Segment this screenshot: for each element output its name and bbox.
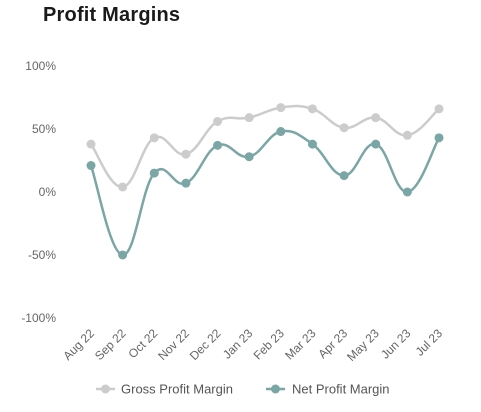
x-tick-label: May 23	[344, 326, 382, 364]
net-profit-margin-point	[307, 139, 317, 149]
x-tick-label: Nov 22	[155, 326, 192, 363]
gross-profit-margin-point	[244, 113, 254, 123]
chart-title: Profit Margins	[43, 4, 181, 26]
gross-profit-margin-point	[371, 113, 381, 123]
legend-label: Gross Profit Margin	[121, 382, 233, 397]
legend-item-net-profit-margin: Net Profit Margin	[266, 382, 390, 397]
net-profit-margin-point	[434, 133, 444, 143]
x-tick-label: Jan 23	[220, 326, 256, 362]
net-profit-margin-point	[149, 168, 159, 178]
x-tick-label: Dec 22	[187, 326, 224, 363]
gross-profit-margin-point	[307, 104, 317, 114]
x-tick-label: Oct 22	[125, 326, 160, 361]
y-tick-label: -50%	[28, 248, 56, 262]
gross-profit-margin-point	[213, 116, 223, 126]
net-profit-margin-point	[339, 171, 349, 181]
legend-label: Net Profit Margin	[292, 382, 390, 397]
legend-item-gross-profit-margin: Gross Profit Margin	[96, 382, 233, 397]
x-tick-label: Sep 22	[92, 326, 129, 363]
y-axis-tick-labels: 100% 50% 0% -50% -100%	[21, 59, 56, 325]
x-tick-label: Mar 23	[282, 326, 319, 363]
net-profit-margin-line	[89, 129, 441, 257]
x-tick-label: Jul 23	[413, 326, 446, 359]
net-profit-margin-point	[402, 187, 412, 197]
net-profit-margin-point	[371, 139, 381, 149]
series-lines	[89, 104, 441, 257]
gross-profit-margin-point	[402, 130, 412, 140]
gross-profit-margin-point	[339, 123, 349, 133]
gross-profit-margin-point	[276, 103, 286, 113]
net-profit-margin-point	[118, 250, 128, 260]
legend-marker	[271, 384, 280, 394]
net-profit-margin-point	[213, 140, 223, 150]
y-tick-label: 0%	[39, 185, 57, 199]
x-tick-label: Aug 22	[60, 326, 97, 363]
gross-profit-margin-point	[86, 139, 96, 149]
gross-profit-margin-line	[89, 104, 441, 189]
x-tick-label: Jun 23	[378, 326, 414, 362]
x-tick-label: Feb 23	[251, 326, 288, 363]
y-tick-label: -100%	[21, 311, 56, 325]
net-profit-margin-point	[181, 178, 191, 188]
gross-profit-margin-point	[181, 149, 191, 159]
net-profit-margin-point	[276, 127, 286, 137]
y-tick-label: 100%	[25, 59, 56, 73]
y-tick-label: 50%	[32, 122, 56, 136]
net-profit-margin-point	[244, 152, 254, 162]
legend-marker	[101, 384, 110, 394]
gross-profit-margin-point	[434, 104, 444, 114]
net-profit-margin-point	[86, 161, 96, 171]
gross-profit-margin-point	[149, 133, 159, 143]
gross-profit-margin-point	[118, 182, 128, 192]
chart-legend: Gross Profit Margin Net Profit Margin	[96, 382, 390, 397]
series-points	[86, 103, 444, 260]
